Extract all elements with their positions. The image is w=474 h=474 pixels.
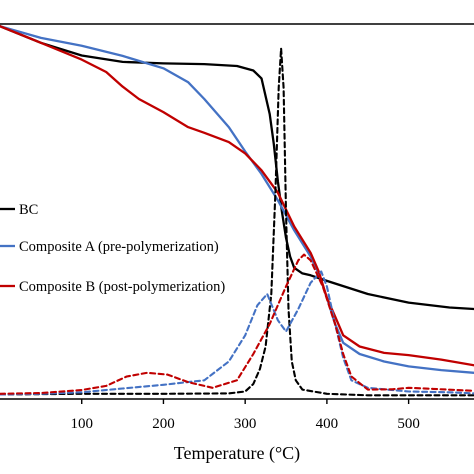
legend-label: Composite B (post-polymerization): [19, 279, 225, 295]
series-layer: [0, 25, 474, 397]
legend-label: BC: [19, 202, 38, 218]
tg-curve-bc: [0, 25, 474, 311]
dtg-curve-bc: [0, 47, 474, 397]
x-axis-title: Temperature (°C): [174, 443, 300, 464]
tg-curve-composite-b-post-polymerization: [0, 25, 474, 367]
x-tick-label: 500: [397, 416, 420, 432]
x-axis-ticks: 100 200 300 400 500: [70, 399, 420, 432]
x-tick-label: 300: [234, 416, 257, 432]
tg-curve-composite-a-pre-polymerization: [0, 25, 474, 374]
legend: BC Composite A (pre-polymerization) Compos…: [0, 202, 225, 295]
x-tick-label: 400: [316, 416, 339, 432]
dtg-curve-composite-a-pre-polymerization: [0, 270, 474, 396]
plot-frame: [0, 23, 474, 400]
legend-label: Composite A (pre-polymerization): [19, 239, 219, 255]
x-tick-label: 100: [70, 416, 93, 432]
x-tick-label: 200: [152, 416, 175, 432]
dtg-curve-composite-b-post-polymerization: [0, 253, 474, 395]
